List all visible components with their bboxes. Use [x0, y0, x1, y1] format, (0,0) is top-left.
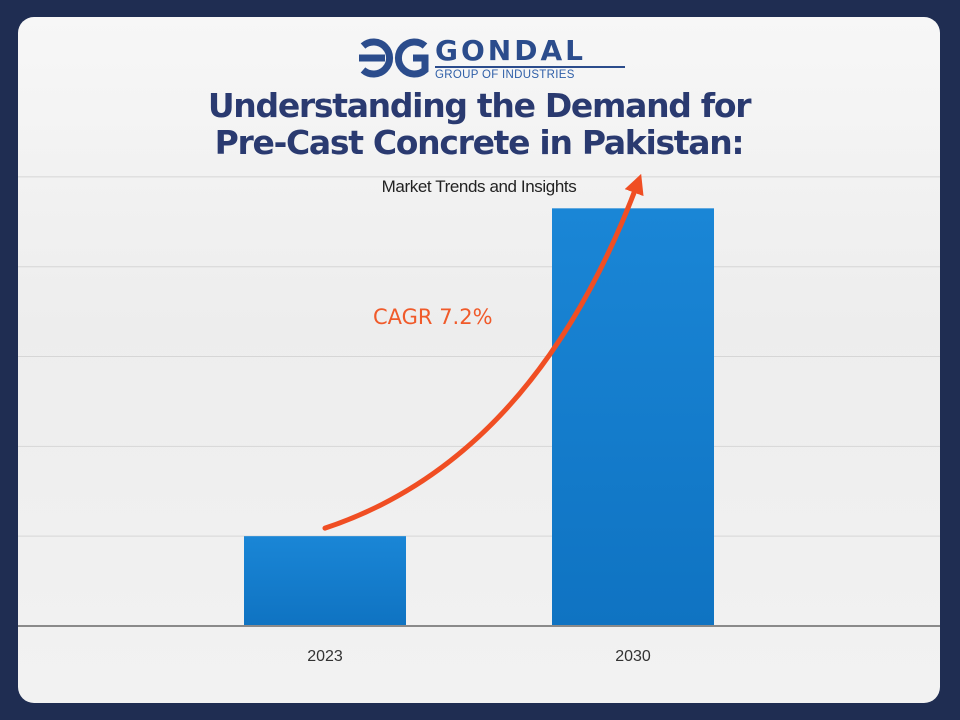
page-title: Understanding the Demand for Pre-Cast Co…: [18, 87, 940, 161]
bar-2030: [552, 208, 714, 626]
company-logo: GONDAL GROUP OF INDUSTRIES: [355, 34, 635, 82]
x-tick-label: 2023: [307, 648, 343, 665]
infographic-card: GONDAL GROUP OF INDUSTRIES Understanding…: [18, 17, 940, 703]
title-line-2: Pre-Cast Concrete in Pakistan:: [214, 123, 745, 162]
bar-chart: 2023 2030 CAGR 7.2%: [18, 173, 940, 665]
title-line-1: Understanding the Demand for: [207, 86, 752, 125]
growth-arrow-icon: [322, 173, 644, 531]
gg-logo-icon: [359, 38, 429, 78]
cagr-label: CAGR 7.2%: [373, 305, 493, 329]
bar-2023: [244, 536, 406, 626]
brand-name: GONDAL: [435, 34, 586, 67]
brand-tagline: GROUP OF INDUSTRIES: [435, 66, 625, 81]
x-tick-label: 2030: [615, 648, 651, 665]
page-subtitle: Market Trends and Insights: [381, 177, 577, 196]
